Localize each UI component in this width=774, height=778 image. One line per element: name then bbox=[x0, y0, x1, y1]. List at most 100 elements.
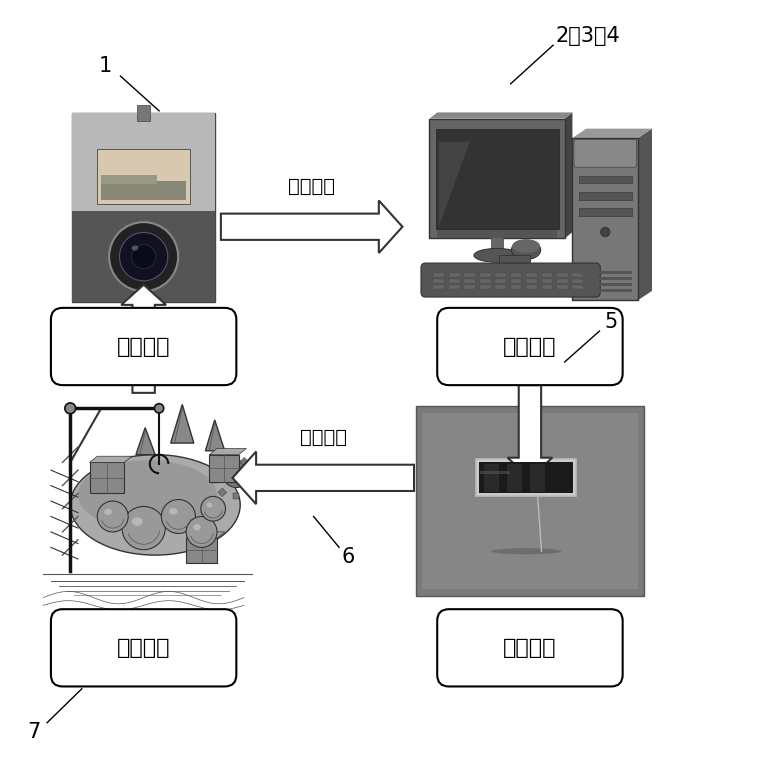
Bar bbox=[573, 279, 584, 283]
Bar bbox=[227, 455, 233, 461]
Ellipse shape bbox=[162, 499, 195, 534]
Bar bbox=[542, 273, 553, 277]
Bar bbox=[437, 229, 557, 238]
Bar bbox=[526, 279, 537, 283]
Text: 7: 7 bbox=[27, 722, 40, 742]
Polygon shape bbox=[122, 285, 166, 393]
Ellipse shape bbox=[122, 506, 166, 550]
Bar bbox=[479, 462, 574, 493]
Bar bbox=[511, 286, 522, 289]
Bar bbox=[433, 273, 444, 277]
Bar bbox=[433, 279, 444, 283]
Bar bbox=[573, 138, 638, 300]
Bar bbox=[90, 462, 125, 493]
Bar bbox=[480, 279, 491, 283]
Text: 2、3、4: 2、3、4 bbox=[556, 26, 620, 46]
Bar bbox=[416, 406, 644, 596]
Bar bbox=[480, 471, 510, 474]
Bar bbox=[449, 286, 460, 289]
Bar bbox=[72, 211, 215, 302]
Polygon shape bbox=[205, 420, 224, 450]
Bar bbox=[507, 464, 522, 492]
Bar bbox=[573, 286, 584, 289]
Ellipse shape bbox=[193, 524, 200, 531]
Ellipse shape bbox=[132, 245, 139, 251]
FancyBboxPatch shape bbox=[421, 263, 601, 297]
Bar bbox=[101, 174, 157, 184]
Ellipse shape bbox=[512, 239, 540, 253]
Bar bbox=[101, 180, 187, 200]
Bar bbox=[72, 113, 215, 211]
FancyBboxPatch shape bbox=[574, 139, 636, 167]
Bar bbox=[491, 237, 503, 254]
Bar bbox=[495, 279, 506, 283]
Text: 5: 5 bbox=[604, 312, 618, 331]
Ellipse shape bbox=[132, 517, 142, 526]
Ellipse shape bbox=[228, 466, 244, 482]
Bar bbox=[476, 459, 577, 496]
Bar bbox=[579, 277, 632, 280]
Text: 6: 6 bbox=[341, 547, 355, 566]
Bar bbox=[436, 128, 559, 229]
Bar bbox=[240, 457, 248, 466]
Bar bbox=[248, 471, 255, 477]
Bar bbox=[211, 477, 217, 483]
Ellipse shape bbox=[155, 404, 164, 413]
Text: 工业场景: 工业场景 bbox=[117, 638, 170, 658]
Polygon shape bbox=[90, 456, 132, 462]
Ellipse shape bbox=[474, 248, 520, 262]
Bar bbox=[464, 279, 475, 283]
Ellipse shape bbox=[200, 496, 225, 521]
Ellipse shape bbox=[169, 508, 177, 515]
Bar bbox=[511, 279, 522, 283]
Bar bbox=[526, 286, 537, 289]
Bar bbox=[499, 255, 530, 269]
Ellipse shape bbox=[98, 501, 128, 532]
Bar bbox=[209, 454, 238, 482]
FancyBboxPatch shape bbox=[51, 308, 236, 385]
Bar bbox=[233, 492, 239, 499]
Bar bbox=[449, 273, 460, 277]
Text: 处理软件: 处理软件 bbox=[503, 337, 557, 356]
Bar bbox=[579, 283, 632, 286]
Bar bbox=[422, 412, 638, 590]
Bar bbox=[557, 286, 568, 289]
Bar bbox=[72, 113, 215, 302]
Ellipse shape bbox=[186, 517, 217, 548]
Ellipse shape bbox=[601, 227, 610, 237]
Polygon shape bbox=[565, 112, 573, 238]
Ellipse shape bbox=[109, 223, 178, 291]
Bar bbox=[214, 462, 222, 471]
Bar bbox=[526, 273, 537, 277]
FancyBboxPatch shape bbox=[437, 609, 622, 686]
Text: 图像传输: 图像传输 bbox=[288, 177, 335, 196]
Ellipse shape bbox=[491, 548, 561, 555]
Bar bbox=[557, 273, 568, 277]
Polygon shape bbox=[209, 448, 246, 454]
Ellipse shape bbox=[119, 233, 168, 281]
Bar bbox=[480, 286, 491, 289]
Polygon shape bbox=[439, 142, 470, 226]
Ellipse shape bbox=[512, 240, 541, 260]
Bar bbox=[495, 273, 506, 277]
Bar bbox=[573, 273, 584, 277]
Bar bbox=[480, 273, 491, 277]
Ellipse shape bbox=[223, 461, 250, 488]
Polygon shape bbox=[136, 428, 156, 454]
FancyBboxPatch shape bbox=[51, 609, 236, 686]
Bar bbox=[557, 279, 568, 283]
Ellipse shape bbox=[132, 244, 156, 268]
Bar bbox=[186, 538, 217, 562]
Bar bbox=[218, 488, 227, 496]
Bar bbox=[579, 271, 632, 274]
Bar bbox=[511, 273, 522, 277]
Bar bbox=[579, 289, 632, 293]
Bar bbox=[579, 208, 632, 216]
Polygon shape bbox=[232, 451, 414, 504]
Bar bbox=[464, 273, 475, 277]
Bar bbox=[542, 286, 553, 289]
Bar bbox=[430, 118, 565, 238]
Text: 识别定位: 识别定位 bbox=[503, 638, 557, 658]
Bar bbox=[495, 286, 506, 289]
Bar bbox=[98, 149, 190, 204]
